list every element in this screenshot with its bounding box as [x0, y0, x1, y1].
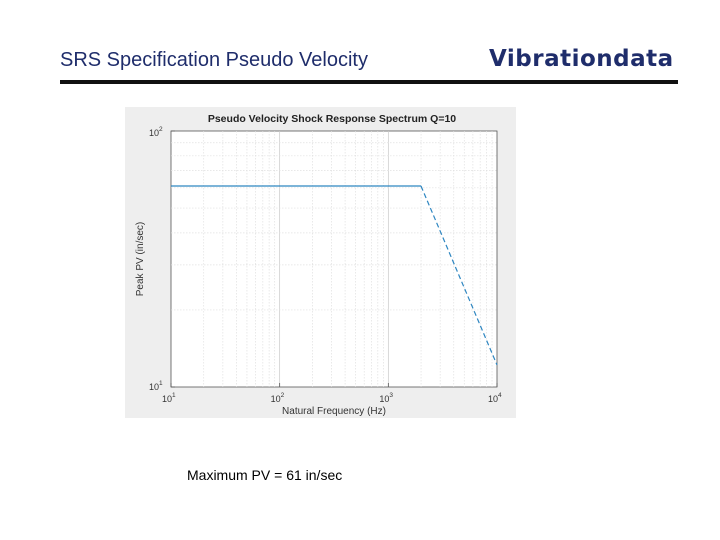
max-pv-note: Maximum PV = 61 in/sec — [187, 467, 343, 483]
y-axis-label: Peak PV (in/sec) — [135, 222, 146, 296]
plot-area — [170, 130, 498, 388]
x-tick-label: 101 — [162, 392, 176, 404]
series-group — [171, 185, 498, 366]
chart-figure: Pseudo Velocity Shock Response Spectrum … — [125, 107, 516, 418]
slide-title: SRS Specification Pseudo Velocity — [60, 49, 368, 71]
y-tick-label: 101 — [149, 380, 163, 392]
grid-lines — [171, 131, 497, 387]
x-tick-label: 103 — [379, 392, 393, 404]
x-tick-label: 102 — [271, 392, 285, 404]
series-line-dashed — [420, 185, 498, 366]
y-tick-label: 102 — [149, 126, 163, 138]
brand-logo-text: Vibrationdata — [489, 46, 674, 72]
title-divider — [60, 80, 678, 84]
x-tick-label: 104 — [488, 392, 502, 404]
chart-title: Pseudo Velocity Shock Response Spectrum … — [208, 113, 456, 125]
x-axis-label: Natural Frequency (Hz) — [282, 406, 386, 417]
